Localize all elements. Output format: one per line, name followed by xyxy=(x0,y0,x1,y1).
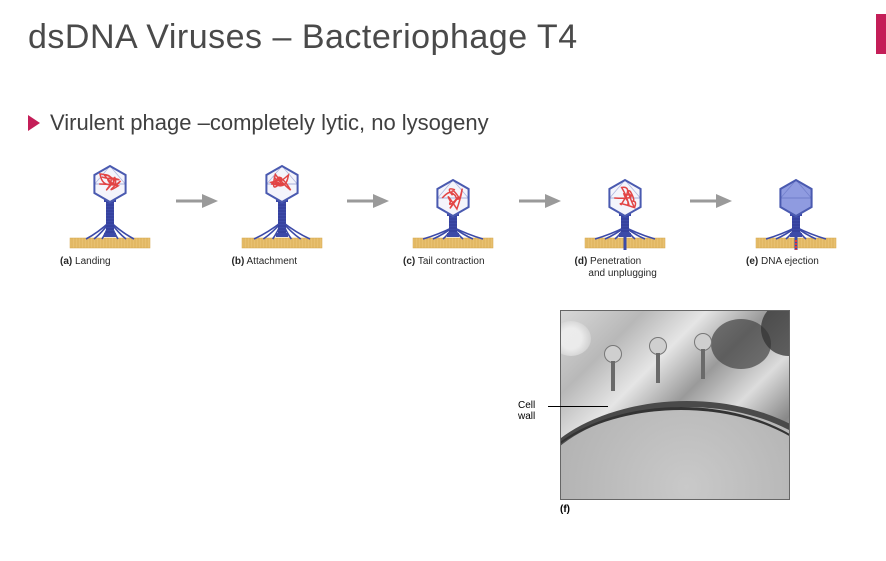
phage-sequence: (a) Landing (b) Attachment (c) Tail cont… xyxy=(50,150,856,280)
phage-icon xyxy=(580,150,670,250)
arrow-right-icon xyxy=(517,192,561,215)
phage-step: (d) Penetration and unplugging xyxy=(565,150,685,280)
arrow-right-icon xyxy=(174,192,218,215)
step-caption: (e) DNA ejection xyxy=(736,256,856,268)
page-title: dsDNA Viruses – Bacteriophage T4 xyxy=(28,18,578,57)
cell-wall-leader-line xyxy=(548,406,608,407)
caret-right-icon xyxy=(28,115,40,131)
bullet-text: Virulent phage –completely lytic, no lys… xyxy=(50,110,489,136)
phage-icon xyxy=(237,150,327,250)
phage-step: (b) Attachment xyxy=(222,150,342,268)
step-caption: (a) Landing xyxy=(50,256,170,268)
phage-icon xyxy=(408,150,498,250)
phage-icon xyxy=(65,150,155,250)
micrograph-caption: (f) xyxy=(560,504,570,515)
micrograph-panel xyxy=(560,310,790,500)
step-caption: (b) Attachment xyxy=(222,256,342,268)
cell-wall-label: Cellwall xyxy=(518,400,535,422)
phage-icon xyxy=(751,150,841,250)
phage-step: (e) DNA ejection xyxy=(736,150,856,268)
electron-micrograph xyxy=(560,310,790,500)
step-caption: (d) Penetration and unplugging xyxy=(565,256,685,280)
arrow-right-icon xyxy=(688,192,732,215)
step-caption: (c) Tail contraction xyxy=(393,256,513,268)
bullet-row: Virulent phage –completely lytic, no lys… xyxy=(28,110,489,136)
phage-step: (c) Tail contraction xyxy=(393,150,513,268)
accent-bar xyxy=(876,14,886,54)
phage-step: (a) Landing xyxy=(50,150,170,268)
arrow-right-icon xyxy=(345,192,389,215)
